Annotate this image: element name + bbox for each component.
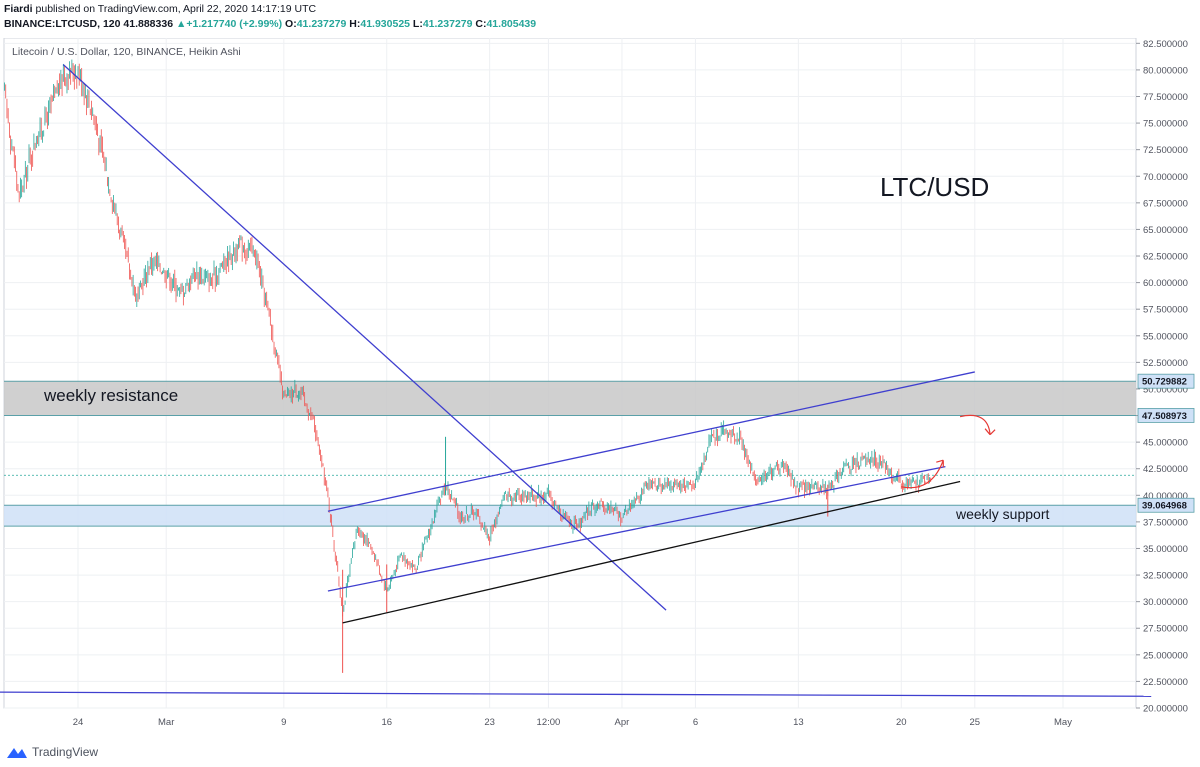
y-tick-label: 40.000000 — [1143, 491, 1188, 502]
x-tick-label: Mar — [158, 717, 174, 728]
plot-frame — [3, 38, 1137, 709]
y-tick-label: 67.500000 — [1143, 198, 1188, 209]
trendline-floor[interactable] — [0, 691, 1152, 697]
x-tick-label: 20 — [896, 717, 907, 728]
y-tick-label: 25.000000 — [1143, 650, 1188, 661]
price-label-box — [1137, 408, 1195, 423]
arrow-up-annotation — [901, 459, 944, 489]
time-axis[interactable]: 24 Mar 9 16 23 12:00 Apr 6 13 20 25 May — [73, 717, 1073, 728]
y-tick-label: 22.500000 — [1143, 677, 1188, 688]
y-tick-label: 32.500000 — [1143, 571, 1188, 582]
resistance-label: weekly resistance — [43, 386, 178, 405]
publish-info: published on TradingView.com, April 22, … — [35, 3, 317, 15]
tradingview-logo-icon — [7, 748, 27, 758]
price-change: +1.217740 (+2.99%) — [186, 18, 283, 30]
x-tick-label: Apr — [615, 717, 630, 728]
y-tick-label: 75.000000 — [1143, 119, 1188, 130]
support-zone — [4, 505, 1136, 527]
close-value: 41.805439 — [486, 18, 537, 30]
change-up-icon: ▲ — [175, 18, 187, 30]
x-tick-label: 24 — [73, 717, 84, 728]
y-tick-label: 50.000000 — [1143, 384, 1188, 395]
price-label-box — [1137, 373, 1195, 389]
candles — [4, 59, 932, 673]
trendline-support[interactable] — [342, 480, 961, 624]
x-tick-label: 12:00 — [537, 717, 561, 728]
author-name[interactable]: Fiardi — [4, 3, 33, 15]
y-tick-label: 42.500000 — [1143, 464, 1188, 475]
high-value: 41.930525 — [360, 18, 410, 30]
y-tick-label: 62.500000 — [1143, 252, 1188, 263]
price-label: 47.508973 — [1142, 411, 1187, 422]
y-tick-label: 27.500000 — [1143, 624, 1188, 635]
low-value: 41.237279 — [422, 18, 473, 30]
price-label-box — [1137, 497, 1195, 513]
overlay-label: LTC/USD — [880, 172, 989, 202]
x-tick-label: 23 — [484, 717, 495, 728]
x-tick-label: 25 — [970, 717, 981, 728]
x-tick-label: May — [1054, 717, 1072, 728]
y-tick-label: 52.500000 — [1143, 358, 1188, 369]
trendline-channel-lower[interactable] — [327, 465, 946, 592]
open-value: 41.237279 — [296, 18, 347, 30]
x-tick-label: 6 — [693, 717, 698, 728]
zones: weekly resistance weekly support — [4, 380, 1136, 527]
price-chart[interactable]: weekly resistance weekly support 82.50000… — [0, 38, 1200, 738]
y-tick-label: 72.500000 — [1143, 145, 1188, 156]
y-tick-label: 82.500000 — [1143, 39, 1188, 50]
brand-name: TradingView — [32, 745, 99, 759]
x-tick-label: 16 — [381, 717, 392, 728]
price-label: 39.064968 — [1142, 501, 1187, 512]
last-price: 41.888336 — [123, 18, 174, 30]
y-tick-label: 77.500000 — [1143, 92, 1188, 103]
y-tick-label: 57.500000 — [1143, 305, 1188, 316]
y-tick-label: 80.000000 — [1143, 65, 1188, 76]
y-tick-label: 45.000000 — [1143, 438, 1188, 449]
chart-header: Fiardi published on TradingView.com, Apr… — [4, 2, 1194, 38]
chart-title: Litecoin / U.S. Dollar, 120, BINANCE, He… — [12, 46, 241, 58]
trendline-channel-upper[interactable] — [327, 371, 975, 512]
ohlc-line: BINANCE:LTCUSD, 120 41.888336 ▲+1.217740… — [4, 18, 537, 30]
symbol-label: BINANCE:LTCUSD, 120 — [4, 18, 121, 30]
y-tick-label: 20.000000 — [1143, 704, 1188, 715]
publish-line: Fiardi published on TradingView.com, Apr… — [4, 2, 1194, 17]
arrow-down-annotation — [959, 414, 996, 436]
footer: TradingView — [6, 743, 98, 761]
price-label: 50.729882 — [1142, 377, 1187, 388]
y-tick-label: 37.500000 — [1143, 517, 1188, 528]
x-tick-label: 13 — [793, 717, 804, 728]
trendlines — [0, 64, 1152, 697]
x-tick-label: 9 — [281, 717, 286, 728]
y-tick-label: 55.000000 — [1143, 331, 1188, 342]
y-tick-label: 30.000000 — [1143, 597, 1188, 608]
y-tick-label: 35.000000 — [1143, 544, 1188, 555]
support-label: weekly support — [955, 506, 1049, 522]
trendline-descending[interactable] — [62, 64, 667, 611]
y-tick-label: 70.000000 — [1143, 172, 1188, 183]
price-axis[interactable]: 82.500000 80.000000 77.500000 75.000000 72.5… — [1136, 39, 1195, 715]
resistance-zone — [4, 381, 1136, 416]
y-tick-label: 65.000000 — [1143, 225, 1188, 236]
y-tick-label: 60.000000 — [1143, 278, 1188, 289]
